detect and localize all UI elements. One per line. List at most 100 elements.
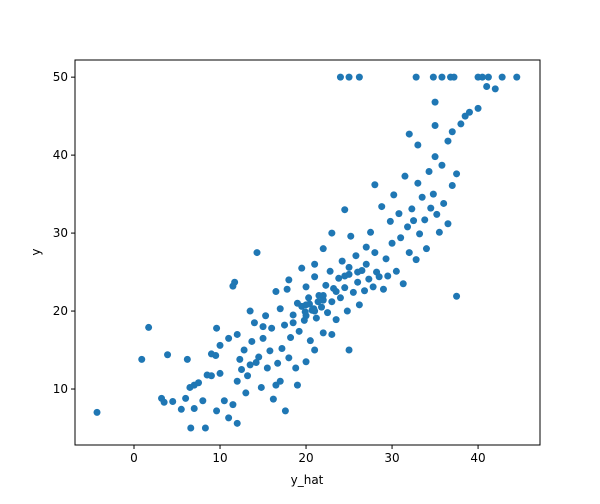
point xyxy=(414,141,422,149)
point xyxy=(478,73,486,81)
point xyxy=(343,307,351,315)
point xyxy=(416,230,424,238)
point xyxy=(395,210,403,218)
point xyxy=(233,377,241,385)
point xyxy=(164,351,172,359)
point xyxy=(336,73,344,81)
point xyxy=(311,273,319,281)
point xyxy=(431,121,439,129)
y-tick-label: 30 xyxy=(53,226,68,240)
point xyxy=(399,280,407,288)
point xyxy=(513,73,521,81)
point xyxy=(182,394,190,402)
x-tick-label: 20 xyxy=(298,451,313,465)
point xyxy=(355,301,363,309)
point xyxy=(414,179,422,187)
point xyxy=(246,361,254,369)
point xyxy=(371,181,379,189)
x-tick-label: 40 xyxy=(470,451,485,465)
point xyxy=(375,273,383,281)
point xyxy=(263,364,271,372)
point xyxy=(322,281,330,289)
point xyxy=(388,239,396,247)
point xyxy=(285,276,293,284)
point xyxy=(240,346,248,354)
point xyxy=(355,73,363,81)
point xyxy=(138,355,146,363)
point xyxy=(213,407,221,415)
point xyxy=(361,287,369,295)
point xyxy=(335,274,343,282)
plot-frame xyxy=(74,59,541,446)
point xyxy=(483,83,491,91)
point xyxy=(242,389,250,397)
point xyxy=(412,256,420,264)
point xyxy=(216,341,224,349)
point xyxy=(425,167,433,175)
point xyxy=(431,98,439,106)
point xyxy=(229,401,237,409)
point xyxy=(332,316,340,324)
point xyxy=(319,291,327,299)
point xyxy=(252,359,260,367)
point xyxy=(362,260,370,268)
point xyxy=(438,73,446,81)
point xyxy=(302,283,310,291)
y-tick-label: 20 xyxy=(53,304,68,318)
point xyxy=(306,337,314,345)
point xyxy=(379,285,387,293)
point xyxy=(253,249,261,257)
point xyxy=(341,206,349,214)
point xyxy=(390,191,398,199)
point xyxy=(312,314,320,322)
x-axis-label: y_hat xyxy=(291,473,324,487)
point xyxy=(255,353,263,361)
point xyxy=(429,190,437,198)
point xyxy=(345,73,353,81)
point xyxy=(341,272,349,280)
point xyxy=(220,397,228,405)
point xyxy=(248,337,256,345)
point xyxy=(341,284,349,292)
point xyxy=(352,252,360,260)
point xyxy=(324,309,332,317)
point xyxy=(274,359,282,367)
point xyxy=(318,303,326,311)
point xyxy=(326,267,334,275)
point xyxy=(216,369,224,377)
point xyxy=(338,257,346,265)
point xyxy=(276,377,284,385)
y-tick-label: 40 xyxy=(53,148,68,162)
point xyxy=(378,203,386,211)
point xyxy=(386,217,394,225)
point xyxy=(225,334,233,342)
y-tick-label: 10 xyxy=(53,382,68,396)
point xyxy=(448,182,456,190)
point xyxy=(365,275,373,283)
point xyxy=(268,324,276,332)
point xyxy=(311,346,319,354)
point xyxy=(349,288,357,296)
point xyxy=(295,327,303,335)
point xyxy=(453,170,461,178)
point xyxy=(177,405,185,413)
point xyxy=(408,205,416,213)
point xyxy=(484,73,492,81)
point xyxy=(332,288,340,296)
point xyxy=(397,234,405,242)
point xyxy=(336,294,344,302)
point xyxy=(292,364,300,372)
point xyxy=(465,108,473,116)
point xyxy=(259,323,267,331)
point xyxy=(498,73,506,81)
point xyxy=(225,414,233,422)
x-tick-label: 10 xyxy=(212,451,227,465)
point xyxy=(301,308,309,316)
point xyxy=(474,104,482,112)
point xyxy=(93,408,101,416)
point xyxy=(233,419,241,427)
point xyxy=(433,210,441,218)
point xyxy=(305,294,313,302)
point xyxy=(199,397,207,405)
